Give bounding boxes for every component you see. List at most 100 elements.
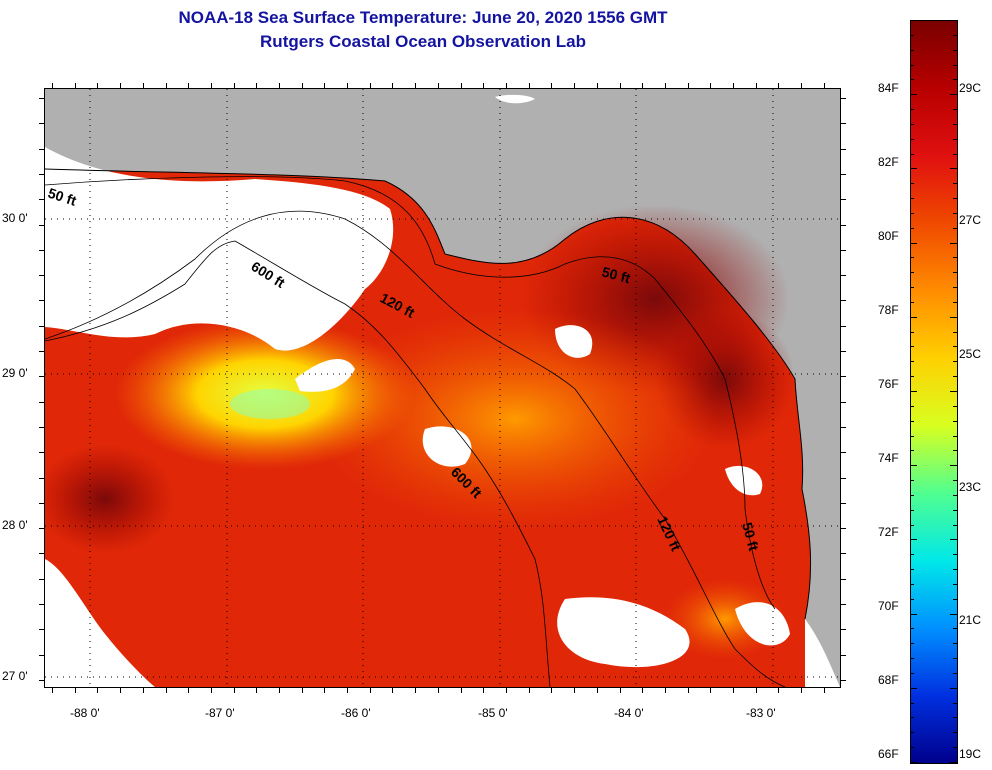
axis-tick xyxy=(483,688,484,693)
colorbar-c-label: 23C xyxy=(959,480,982,494)
axis-tick xyxy=(166,83,167,88)
colorbar-c-label: 25C xyxy=(959,347,982,361)
axis-tick xyxy=(438,83,439,88)
axis-tick xyxy=(392,688,393,693)
colorbar-c-label: 29C xyxy=(959,81,982,95)
colorbar-tick xyxy=(953,331,957,333)
colorbar-tick xyxy=(910,257,914,259)
colorbar-tick xyxy=(910,762,917,763)
colorbar-tick xyxy=(910,672,914,674)
axis-tick xyxy=(597,83,598,88)
colorbar-tick xyxy=(953,524,957,526)
cloud-mask xyxy=(735,602,790,646)
colorbar-tick xyxy=(953,34,957,36)
axis-tick xyxy=(166,688,167,693)
colorbar-tick xyxy=(910,331,914,333)
colorbar-tick xyxy=(910,465,917,467)
colorbar-tick xyxy=(910,94,917,96)
colorbar-tick xyxy=(910,494,914,496)
graticule xyxy=(45,89,840,687)
colorbar-tick xyxy=(910,153,914,155)
axis-tick xyxy=(75,83,76,88)
axis-tick xyxy=(39,149,44,150)
axis-tick xyxy=(256,688,257,693)
axis-tick xyxy=(188,688,189,693)
axis-tick xyxy=(392,83,393,88)
colorbar-f-label: 76F xyxy=(878,377,899,391)
axis-tick xyxy=(597,688,598,693)
axis-tick xyxy=(574,688,575,693)
axis-tick xyxy=(529,688,530,693)
colorbar-tick xyxy=(910,227,914,229)
axis-tick xyxy=(39,326,44,327)
axis-tick xyxy=(841,478,846,479)
axis-tick xyxy=(841,174,846,175)
axis-tick xyxy=(52,83,53,88)
colorbar-tick xyxy=(950,613,957,615)
axis-tick xyxy=(279,688,280,693)
axis-tick xyxy=(415,688,416,693)
axis-tick xyxy=(841,250,846,251)
axis-tick xyxy=(841,376,846,377)
colorbar-tick xyxy=(953,346,957,348)
axis-tick xyxy=(841,579,846,580)
axis-tick xyxy=(841,427,846,428)
colorbar-tick xyxy=(953,569,957,571)
cloud-mask xyxy=(557,597,690,668)
axis-tick xyxy=(710,83,711,88)
axis-tick xyxy=(39,250,44,251)
axis-tick xyxy=(39,503,44,504)
axis-tick xyxy=(39,351,44,352)
axis-tick xyxy=(370,83,371,88)
colorbar-tick xyxy=(950,94,957,96)
cloud-mask xyxy=(495,94,535,104)
cloud-mask xyxy=(45,559,155,687)
colorbar-tick xyxy=(910,183,914,185)
colorbar-tick xyxy=(953,257,957,259)
axis-tick xyxy=(506,688,507,693)
axis-tick xyxy=(39,376,44,377)
axis-tick xyxy=(841,123,846,124)
colorbar-tick xyxy=(910,732,914,734)
colorbar-tick xyxy=(953,598,957,600)
colorbar-f-label: 72F xyxy=(878,525,899,539)
axis-tick xyxy=(39,275,44,276)
colorbar-tick xyxy=(910,450,914,452)
axis-tick xyxy=(370,688,371,693)
colorbar-tick xyxy=(910,346,914,348)
colorbar-tick xyxy=(910,198,914,200)
axis-tick xyxy=(39,174,44,175)
axis-tick xyxy=(841,655,846,656)
colorbar-tick xyxy=(950,762,957,763)
colorbar-tick xyxy=(910,64,914,66)
axis-tick xyxy=(415,83,416,88)
axis-tick xyxy=(841,680,846,681)
lon-label: -84 0' xyxy=(614,706,644,720)
colorbar-tick xyxy=(910,539,917,541)
axis-tick xyxy=(461,83,462,88)
axis-tick xyxy=(97,688,98,693)
colorbar-tick xyxy=(953,643,957,645)
axis-tick xyxy=(733,83,734,88)
colorbar-tick xyxy=(953,79,957,81)
axis-tick xyxy=(841,351,846,352)
colorbar-tick xyxy=(910,569,914,571)
colorbar-tick xyxy=(910,49,914,51)
colorbar-tick xyxy=(953,554,957,556)
colorbar-tick xyxy=(953,583,957,585)
colorbar-tick xyxy=(953,717,957,719)
colorbar-c-label: 19C xyxy=(959,747,982,761)
colorbar-tick xyxy=(953,109,957,111)
axis-tick xyxy=(39,225,44,226)
lat-label: 27 0' xyxy=(2,669,28,683)
colorbar-tick xyxy=(953,435,957,437)
colorbar-tick xyxy=(953,672,957,674)
axis-tick xyxy=(39,199,44,200)
axis-tick xyxy=(347,83,348,88)
colorbar-tick xyxy=(910,376,914,378)
axis-tick xyxy=(39,98,44,99)
axis-tick xyxy=(120,83,121,88)
colorbar-tick xyxy=(910,613,917,615)
depth-label: 50 ft xyxy=(600,263,632,286)
axis-tick xyxy=(234,83,235,88)
